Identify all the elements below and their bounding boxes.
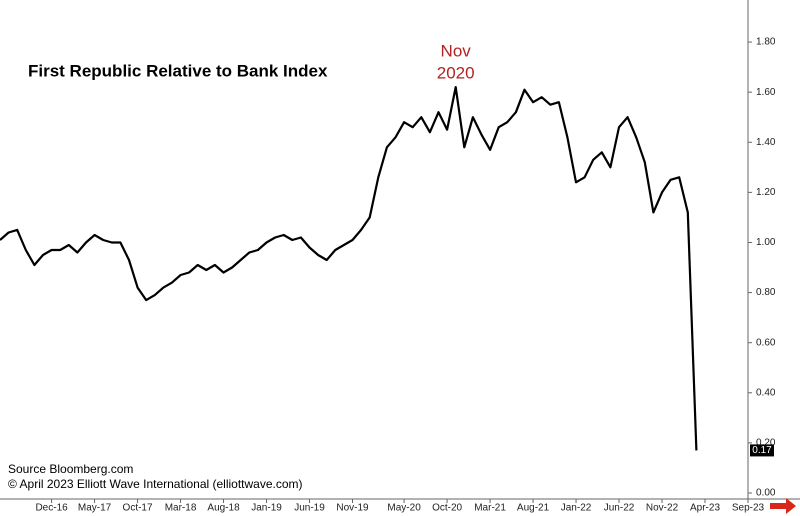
axis-arrow bbox=[770, 498, 796, 514]
price-line bbox=[0, 86, 698, 451]
x-tick-label: May-20 bbox=[387, 503, 421, 514]
y-tick-label: 0.40 bbox=[756, 387, 776, 398]
x-tick-label: Jan-22 bbox=[561, 503, 592, 514]
x-tick-label: Aug-21 bbox=[517, 503, 550, 514]
x-tick-label: Oct-20 bbox=[432, 503, 462, 514]
chart-title: First Republic Relative to Bank Index bbox=[28, 61, 328, 80]
x-tick-label: Mar-21 bbox=[474, 503, 506, 514]
x-tick-label: Jun-19 bbox=[294, 503, 325, 514]
y-tick-label: 0.20 bbox=[756, 438, 776, 449]
x-tick-label: May-17 bbox=[78, 503, 112, 514]
x-tick-label: Apr-23 bbox=[690, 503, 720, 514]
annotation: Nov bbox=[441, 41, 472, 60]
x-tick-label: Aug-18 bbox=[207, 503, 240, 514]
x-tick-label: Dec-16 bbox=[35, 503, 68, 514]
annotation: 2020 bbox=[437, 63, 475, 82]
x-tick-label: Sep-23 bbox=[732, 503, 765, 514]
last-value-box bbox=[750, 444, 774, 457]
x-tick-label: Jun-22 bbox=[604, 503, 635, 514]
y-tick-label: 0.00 bbox=[756, 488, 776, 499]
x-tick-label: Nov-22 bbox=[646, 503, 679, 514]
y-tick-label: 0.60 bbox=[756, 337, 776, 348]
y-tick-label: 1.80 bbox=[756, 37, 776, 48]
x-tick-label: Jan-19 bbox=[251, 503, 282, 514]
y-tick-label: 1.00 bbox=[756, 237, 776, 248]
x-tick-label: Mar-18 bbox=[165, 503, 197, 514]
y-tick-label: 0.80 bbox=[756, 287, 776, 298]
y-tick-label: 1.20 bbox=[756, 187, 776, 198]
source: Source Bloomberg.com bbox=[8, 462, 133, 476]
y-tick-label: 1.60 bbox=[756, 87, 776, 98]
x-tick-label: Oct-17 bbox=[123, 503, 153, 514]
copyright: © April 2023 Elliott Wave International … bbox=[8, 477, 303, 491]
y-tick-label: 1.40 bbox=[756, 137, 776, 148]
x-tick-label: Nov-19 bbox=[336, 503, 369, 514]
last-value-label: 0.17 bbox=[752, 445, 772, 456]
